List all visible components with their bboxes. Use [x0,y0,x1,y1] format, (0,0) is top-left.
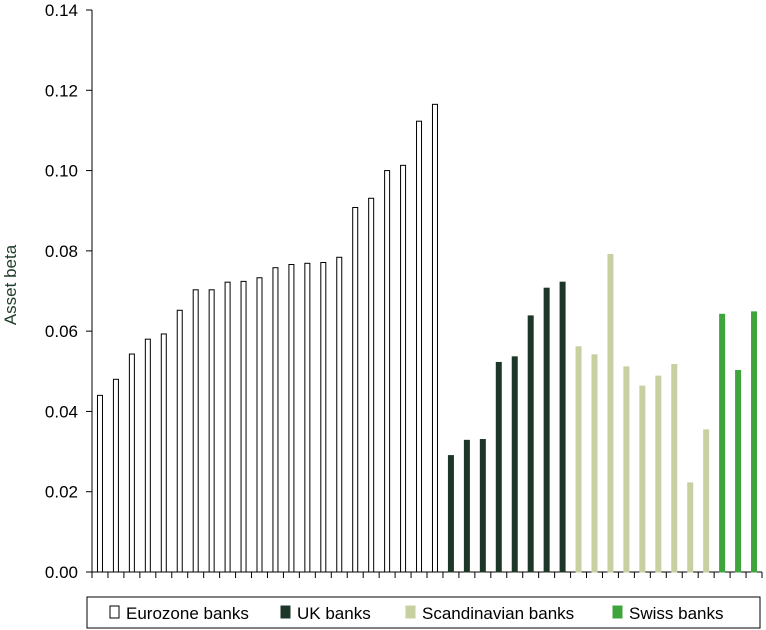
bar-eurozone-banks [176,309,183,573]
bar-eurozone-banks [256,277,263,573]
bar-scandinavian-banks [639,385,646,573]
bar-uk-banks [479,439,486,573]
legend-label: Swiss banks [629,604,723,623]
bar-scandinavian-banks [607,253,614,573]
y-axis-title: Asset beta [1,244,20,325]
y-tick-label: 0.14 [45,1,78,20]
bar-swiss-banks [751,311,758,573]
bar-swiss-banks [719,313,726,573]
bar-uk-banks [447,455,454,573]
bar-uk-banks [495,361,502,573]
legend-label: Scandinavian banks [422,604,574,623]
legend-box [86,596,761,629]
bar-eurozone-banks [224,281,231,573]
bar-eurozone-banks [96,394,103,573]
legend-swatch [280,605,291,619]
bar-eurozone-banks [128,353,135,573]
bar-eurozone-banks [288,264,295,573]
bar-uk-banks [463,439,470,573]
bar-eurozone-banks [240,280,247,573]
bar-eurozone-banks [304,262,311,573]
bars [96,103,758,573]
bar-scandinavian-banks [703,429,710,573]
bar-eurozone-banks [272,267,279,573]
bar-eurozone-banks [160,333,167,573]
y-tick-label: 0.06 [45,322,78,341]
legend-swatch [612,605,623,619]
bar-eurozone-banks [144,338,151,573]
bar-eurozone-banks [112,378,119,573]
bar-eurozone-banks [336,256,343,573]
bar-scandinavian-banks [687,482,694,573]
x-axis [91,571,763,578]
legend-swatch [405,605,416,619]
bar-eurozone-banks [416,120,423,573]
y-tick-label: 0.00 [45,563,78,582]
bar-eurozone-banks [431,103,438,573]
bar-eurozone-banks [400,164,407,573]
bar-eurozone-banks [384,170,391,573]
bar-eurozone-banks [352,207,359,573]
bar-uk-banks [511,356,518,573]
y-tick-label: 0.12 [45,81,78,100]
bar-scandinavian-banks [671,363,678,573]
legend-label: Eurozone banks [126,604,249,623]
bar-uk-banks [527,315,534,573]
y-axis: 0.00 0.02 0.04 0.06 0.08 0.10 0.12 0.14 [45,1,93,582]
bar-uk-banks [543,287,550,573]
bar-uk-banks [559,281,566,573]
bar-scandinavian-banks [575,346,582,573]
bar-swiss-banks [735,369,742,573]
legend-label: UK banks [297,604,371,623]
legend: Eurozone banks UK banks Scandinavian banks… [86,596,761,629]
bar-eurozone-banks [192,289,199,573]
bar-scandinavian-banks [623,366,630,573]
y-tick-label: 0.04 [45,402,78,421]
legend-swatch [109,605,120,619]
bar-eurozone-banks [208,289,215,573]
bar-eurozone-banks [368,197,375,573]
bar-eurozone-banks [320,261,327,573]
y-tick-label: 0.08 [45,242,78,261]
bar-scandinavian-banks [655,375,662,573]
y-tick-label: 0.02 [45,483,78,502]
y-tick-label: 0.10 [45,162,78,181]
bar-scandinavian-banks [591,354,598,573]
